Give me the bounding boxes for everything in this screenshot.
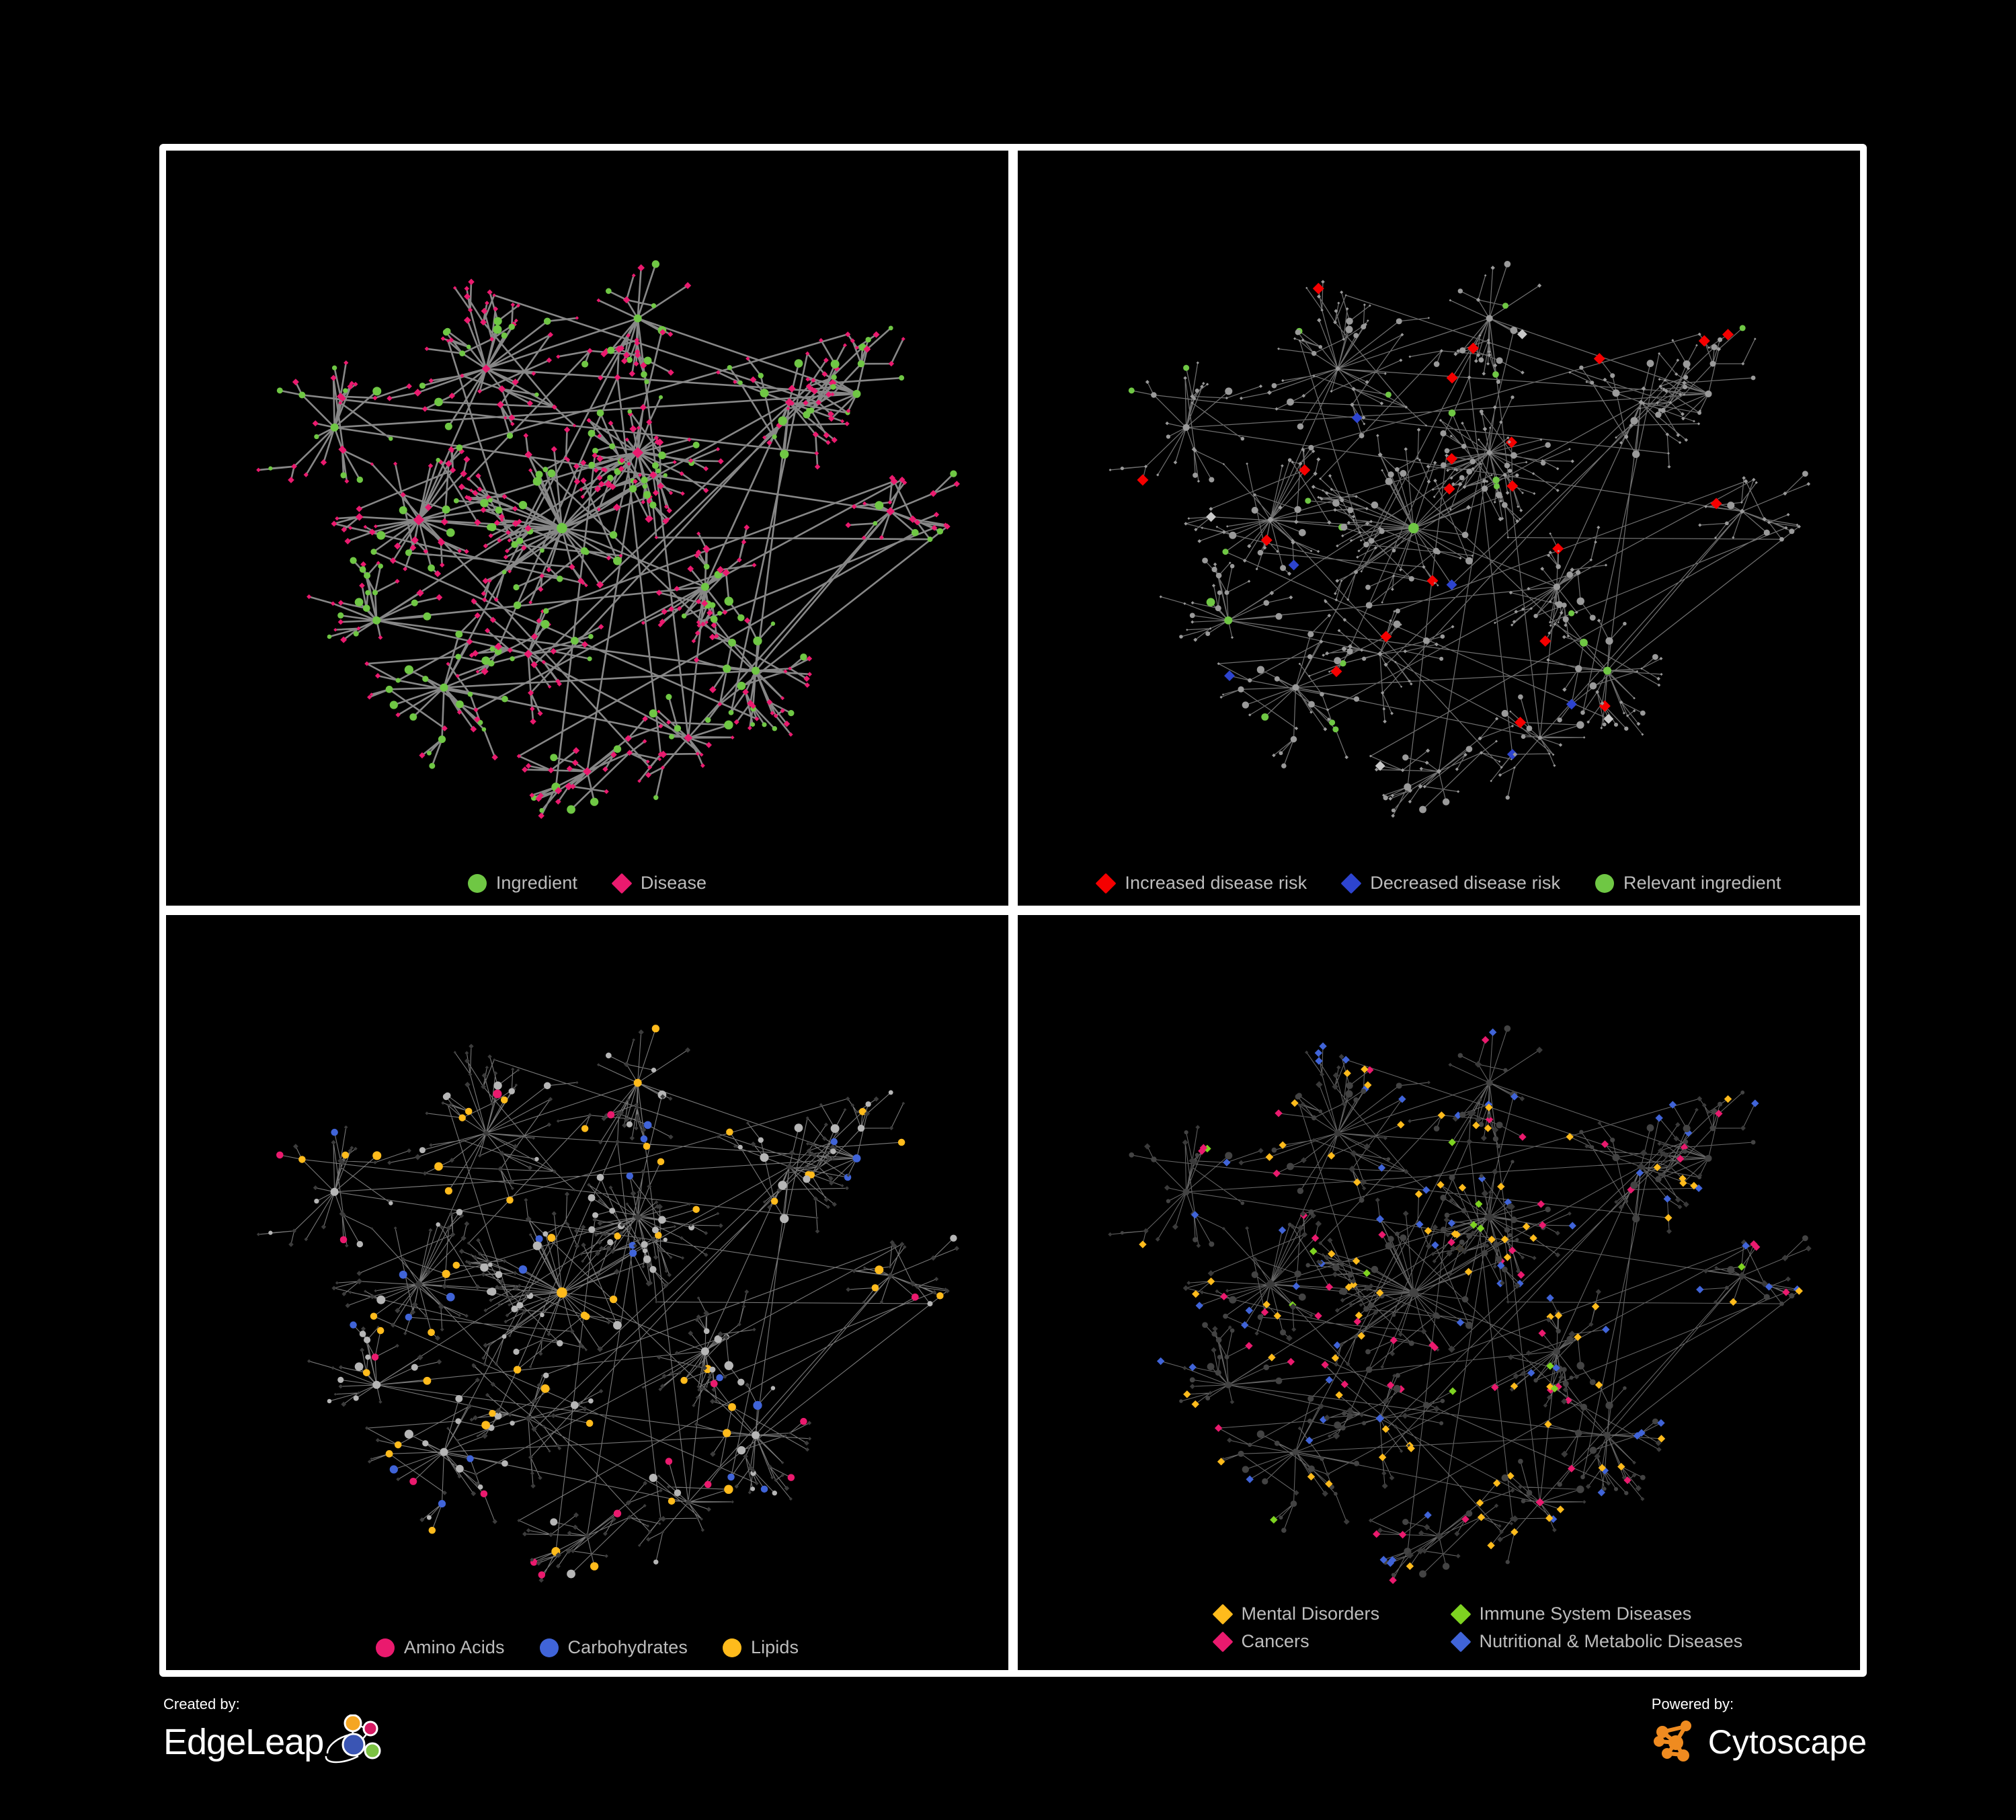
cytoscape-node-logo — [1650, 1714, 1701, 1769]
created-by-edgeleap: Created by: EdgeLeap — [163, 1696, 384, 1769]
network-canvas-disease-classes[interactable] — [1018, 915, 1860, 1670]
network-graph-3 — [256, 1025, 959, 1583]
powered-by-kicker: Powered by: — [1651, 1696, 1734, 1712]
network-canvas-nutrient-classes[interactable] — [166, 915, 1008, 1670]
network-graph-2 — [1108, 261, 1811, 818]
network-graph-4 — [1108, 1025, 1812, 1585]
edge-layer — [1109, 264, 1809, 816]
powered-by-cytoscape: Powered by: — [1650, 1696, 1867, 1769]
panel-ingredient-disease[interactable]: Ingredient Disease — [166, 151, 1008, 906]
edge-layer — [1109, 1028, 1809, 1581]
network-canvas-ingredient-disease[interactable] — [166, 151, 1008, 906]
panel-nutrient-classes[interactable]: Amino Acids Carbohydrates Lipids — [166, 915, 1008, 1670]
cytoscape-wordmark: Cytoscape — [1707, 1723, 1867, 1761]
panel-grid: Ingredient Disease Increased disease ris… — [159, 144, 1867, 1677]
created-by-kicker: Created by: — [163, 1696, 240, 1712]
edgeleap-network-logo — [323, 1714, 384, 1769]
panel-disease-risk[interactable]: Increased disease risk Decreased disease… — [1018, 151, 1860, 906]
figure-footer: Created by: EdgeLeap — [159, 1689, 1867, 1807]
edge-layer — [257, 1028, 957, 1581]
network-graph-1 — [256, 260, 961, 820]
edge-layer — [257, 263, 958, 817]
network-canvas-disease-risk[interactable] — [1018, 151, 1860, 906]
panel-disease-classes[interactable]: Mental Disorders Immune System Diseases … — [1018, 915, 1860, 1670]
edgeleap-wordmark: EdgeLeap — [163, 1721, 324, 1762]
